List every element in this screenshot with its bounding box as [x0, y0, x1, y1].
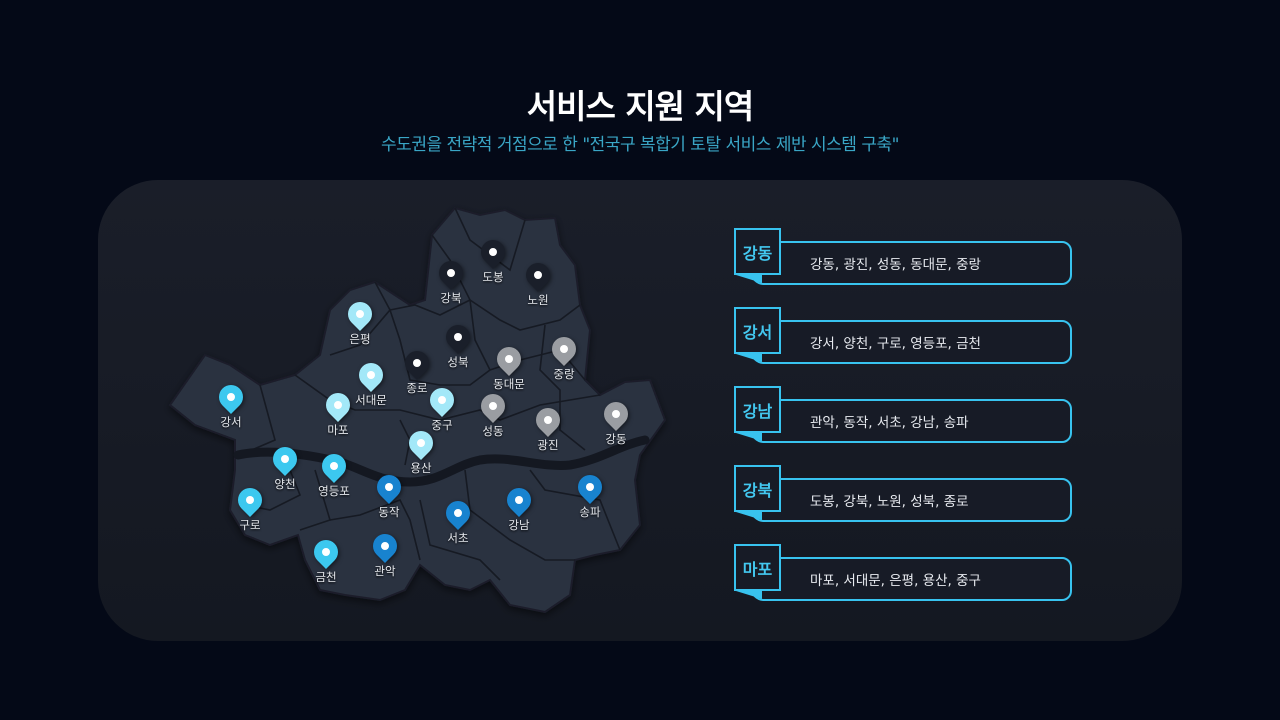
district-label: 중구: [431, 418, 453, 432]
district-label: 강북: [440, 291, 462, 305]
district-label: 서대문: [355, 393, 387, 407]
region-box: [750, 241, 1072, 285]
page-title: 서비스 지원 지역: [526, 87, 755, 126]
region-areas: 강동, 광진, 성동, 동대문, 중랑: [810, 257, 981, 273]
tag-fold: [736, 433, 762, 441]
district-label: 영등포: [318, 484, 350, 498]
region-box: [750, 320, 1072, 364]
tag-fold: [736, 512, 762, 520]
district-label: 구로: [239, 518, 261, 532]
district-label: 성동: [482, 424, 504, 438]
district-label: 동대문: [493, 377, 525, 391]
district-label: 송파: [579, 505, 601, 519]
region-tag: 마포: [734, 544, 781, 591]
region-card-gangbuk: 강북 도봉, 강북, 노원, 성북, 종로: [734, 465, 1074, 525]
district-label: 마포: [327, 423, 349, 437]
region-box: [750, 557, 1072, 601]
region-tag: 강서: [734, 307, 781, 354]
district-label: 용산: [410, 461, 432, 475]
region-card-gangnam: 강남 관악, 동작, 서초, 강남, 송파: [734, 386, 1074, 446]
district-label: 관악: [374, 564, 396, 578]
region-box: [750, 399, 1072, 443]
region-box: [750, 478, 1072, 522]
region-card-gangdong: 강동 강동, 광진, 성동, 동대문, 중랑: [734, 228, 1074, 288]
tag-fold: [736, 275, 762, 283]
district-label: 강서: [220, 415, 242, 429]
page-subtitle: 수도권을 전략적 거점으로 한 "전국구 복합기 토탈 서비스 제반 시스템 구…: [381, 135, 899, 155]
han-river: [233, 435, 650, 487]
district-label: 종로: [406, 381, 428, 395]
district-label: 동작: [378, 505, 400, 519]
district-label: 도봉: [482, 270, 504, 284]
tag-fold: [736, 354, 762, 362]
region-card-gangseo: 강서 강서, 양천, 구로, 영등포, 금천: [734, 307, 1074, 367]
district-label: 서초: [447, 531, 469, 545]
district-label: 은평: [349, 332, 371, 346]
region-card-mapo: 마포 마포, 서대문, 은평, 용산, 중구: [734, 544, 1074, 604]
region-areas: 마포, 서대문, 은평, 용산, 중구: [810, 573, 981, 589]
region-tag: 강동: [734, 228, 781, 275]
seoul-silhouette: [168, 206, 667, 614]
region-areas: 도봉, 강북, 노원, 성북, 종로: [810, 494, 969, 510]
district-label: 광진: [537, 438, 559, 452]
district-label: 노원: [527, 293, 549, 307]
tag-fold: [736, 591, 762, 599]
district-label: 성북: [447, 355, 469, 369]
district-label: 금천: [315, 570, 337, 584]
region-tag: 강북: [734, 465, 781, 512]
region-areas: 관악, 동작, 서초, 강남, 송파: [810, 415, 969, 431]
district-label: 강남: [508, 518, 530, 532]
district-label: 강동: [605, 432, 627, 446]
region-areas: 강서, 양천, 구로, 영등포, 금천: [810, 336, 981, 352]
district-label: 중랑: [553, 367, 575, 381]
district-label: 양천: [274, 477, 296, 491]
region-tag: 강남: [734, 386, 781, 433]
